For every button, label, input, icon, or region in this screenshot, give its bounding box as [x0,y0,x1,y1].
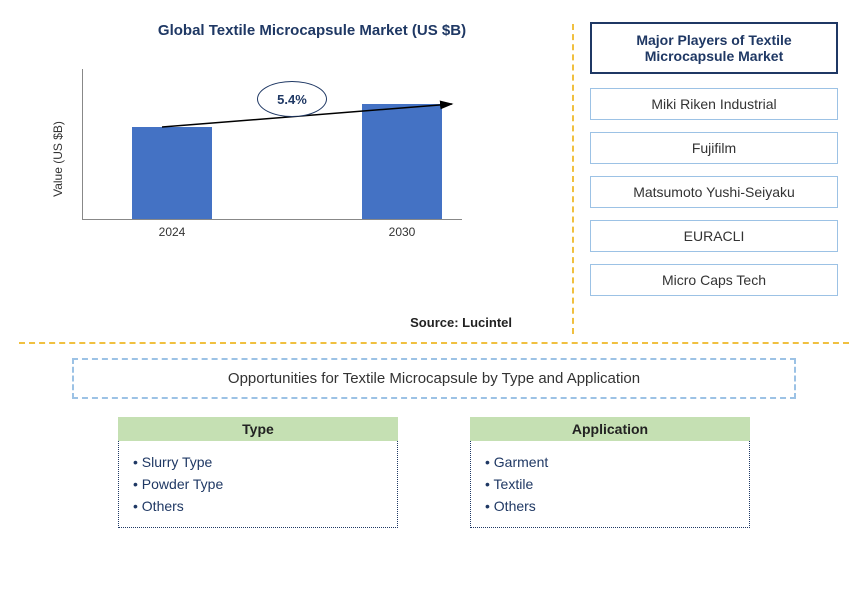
major-players-section: Major Players of Textile Microcapsule Ma… [574,12,854,342]
list-item: Powder Type [133,473,383,495]
top-section: Global Textile Microcapsule Market (US $… [12,12,856,342]
chart-title: Global Textile Microcapsule Market (US $… [72,22,552,39]
player-item: EURACLI [590,220,838,252]
application-header: Application [470,417,750,441]
application-column: Application Garment Textile Others [470,417,750,528]
bar-label-2030: 2030 [362,225,442,239]
players-title: Major Players of Textile Microcapsule Ma… [590,22,838,74]
type-list: Slurry Type Powder Type Others [118,441,398,528]
opportunities-title: Opportunities for Textile Microcapsule b… [72,358,796,399]
list-item: Others [485,495,735,517]
source-label: Source: Lucintel [410,315,512,330]
chart-section: Global Textile Microcapsule Market (US $… [12,12,572,342]
type-column: Type Slurry Type Powder Type Others [118,417,398,528]
opportunities-columns: Type Slurry Type Powder Type Others Appl… [42,417,826,528]
list-item: Others [133,495,383,517]
player-item: Miki Riken Industrial [590,88,838,120]
y-axis [82,69,83,219]
player-item: Micro Caps Tech [590,264,838,296]
player-item: Fujifilm [590,132,838,164]
growth-rate-ellipse: 5.4% [257,81,327,117]
x-axis [82,219,462,220]
list-item: Textile [485,473,735,495]
list-item: Slurry Type [133,451,383,473]
growth-rate-label: 5.4% [277,92,307,107]
infographic-container: Global Textile Microcapsule Market (US $… [0,0,868,603]
bar-chart: Value (US $B) 2024 2030 5.4% [82,69,512,249]
type-header: Type [118,417,398,441]
list-item: Garment [485,451,735,473]
y-axis-label: Value (US $B) [51,121,65,197]
application-list: Garment Textile Others [470,441,750,528]
bar-label-2024: 2024 [132,225,212,239]
opportunities-section: Opportunities for Textile Microcapsule b… [12,344,856,542]
player-item: Matsumoto Yushi-Seiyaku [590,176,838,208]
